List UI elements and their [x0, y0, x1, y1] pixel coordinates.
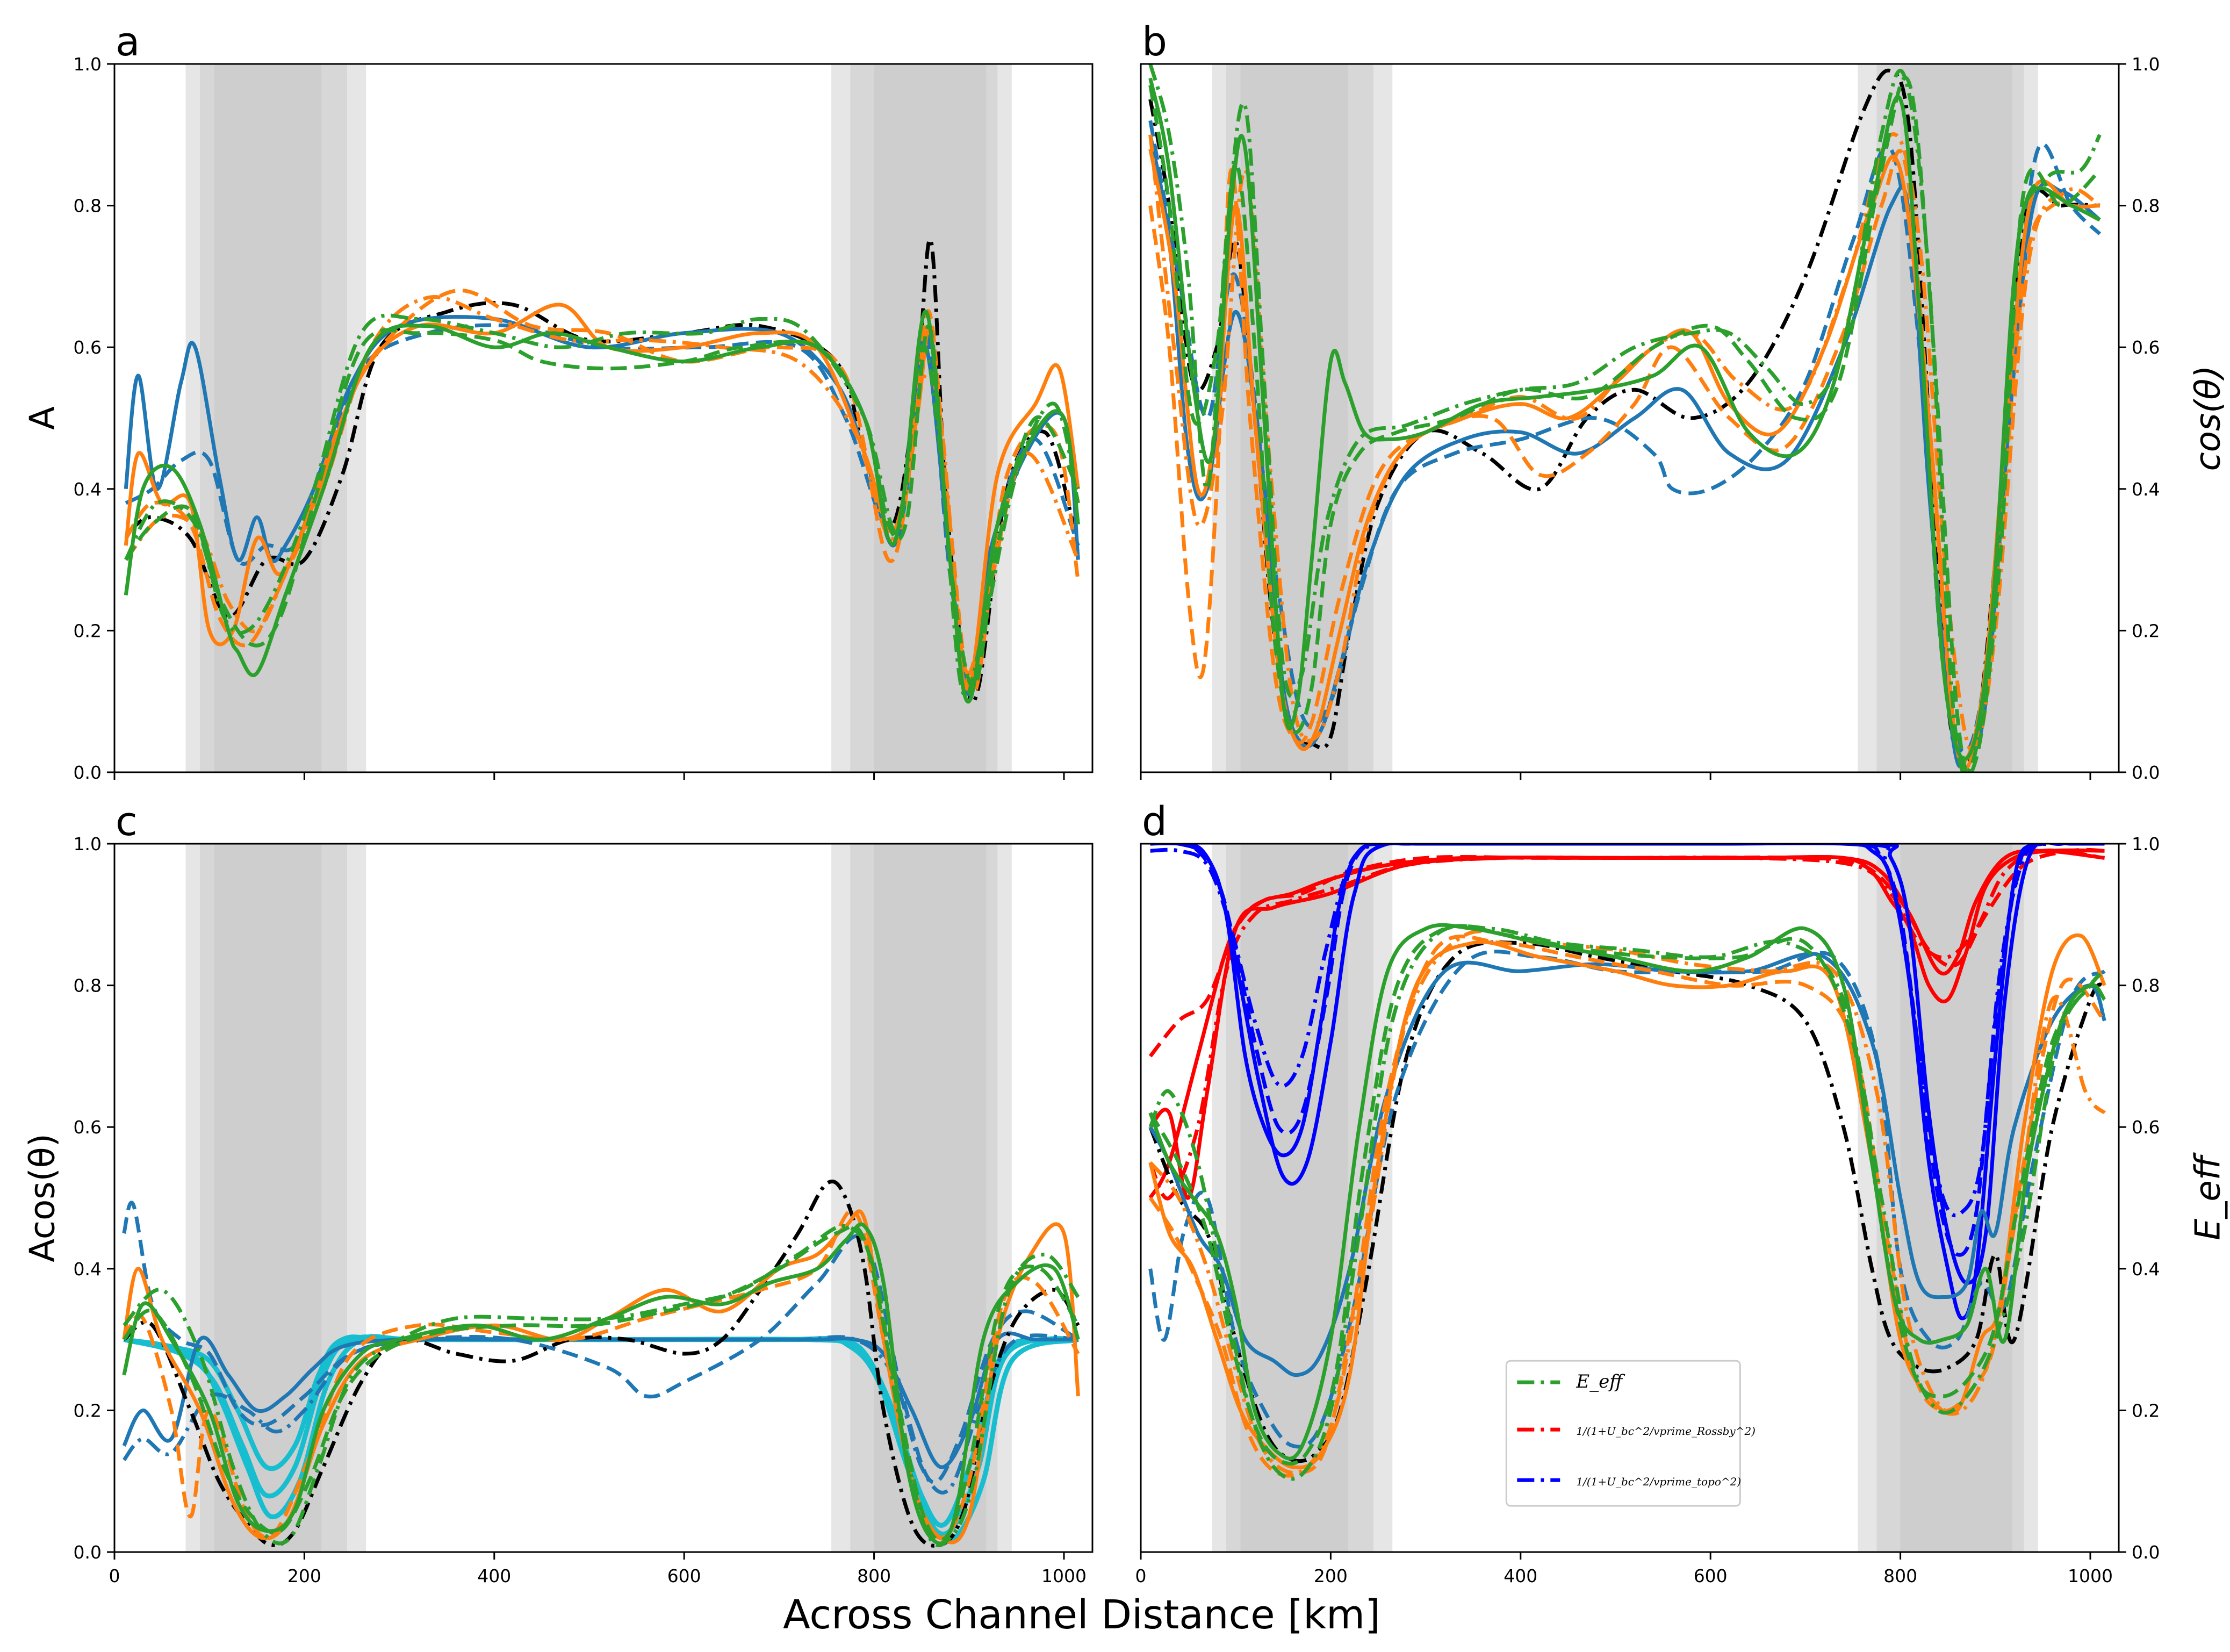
y-tick-label: 0.2 [2132, 1400, 2160, 1421]
x-tick-label: 400 [477, 1565, 511, 1586]
series-line-green-1 [1148, 923, 2106, 1461]
panel-c: 0.0 0.2 0.4 0.6 0.8 1.0 0 200 400 600 800 1000 c Ac… [23, 799, 1094, 1586]
y-tick-label: 0.0 [74, 1542, 102, 1563]
y-tick-label: 0.4 [74, 1259, 102, 1280]
shaded-region [214, 64, 322, 772]
series-line-green-2 [1148, 76, 2102, 772]
x-tick-label: 800 [857, 1565, 891, 1586]
x-tick-label: 200 [287, 1565, 321, 1586]
panel-c-frame [113, 843, 1094, 1553]
y-tick-label: 0.4 [2132, 1259, 2160, 1280]
panel-b-frame [1140, 63, 2120, 773]
y-tick-label: 0.4 [74, 479, 102, 500]
series-line-green-1 [1148, 77, 2101, 761]
series-line-blue-3 [122, 1333, 1078, 1495]
series-line-green-3 [123, 1224, 1080, 1548]
x-axis-label: Across Channel Distance [km] [783, 1592, 1380, 1638]
series-line-green-3 [124, 313, 1080, 698]
series-line-pureblue-3 [1150, 844, 2105, 1218]
series-line-black [1148, 940, 2106, 1463]
legend-box [1505, 1360, 1741, 1507]
y-tick-label: 0.2 [74, 1400, 102, 1421]
y-tick-label: 0.6 [74, 1117, 102, 1138]
y-tick-label: 0.6 [74, 337, 102, 358]
x-tick-label: 600 [667, 1565, 701, 1586]
y-tick-label: 0.0 [2132, 762, 2160, 783]
panel-c-ylabel: Acos(θ) [23, 1133, 63, 1262]
x-tick-label: 0 [109, 1565, 120, 1586]
y-tick-label: 1.0 [2132, 834, 2160, 854]
shaded-region [874, 64, 987, 772]
y-tick-label: 0.2 [74, 620, 102, 641]
series-line-pureblue-1 [1150, 844, 2105, 1320]
series-line-orange-3 [124, 295, 1080, 676]
legend-label: 1/(1+U_bc^2/vprime_Rossby^2) [1576, 1425, 1756, 1438]
legend: E_eff 1/(1+U_bc^2/vprime_Rossby^2) 1/(1+U_… [1505, 1360, 1756, 1507]
panel-a-ylabel: A [23, 406, 63, 430]
x-tick-label: 0 [1135, 1565, 1147, 1586]
series-line-orange-2 [1148, 935, 2106, 1478]
panel-a-frame [113, 63, 1094, 773]
y-tick-label: 1.0 [74, 834, 102, 854]
shaded-region [200, 64, 347, 772]
x-tick-label: 200 [1314, 1565, 1348, 1586]
series-line-blue-2 [122, 1201, 1080, 1484]
panel-b-label: b [1142, 19, 1167, 65]
y-tick-label: 0.4 [2132, 479, 2160, 500]
x-tick-label: 800 [1883, 1565, 1917, 1586]
y-tick-label: 0.8 [74, 975, 102, 996]
series-line-orange-3 [1148, 132, 2101, 753]
series-line-green-2 [1148, 924, 2106, 1466]
x-tick-label: 600 [1694, 1565, 1728, 1586]
y-tick-label: 0.0 [2132, 1542, 2160, 1563]
series-line-blue-1 [122, 1331, 1078, 1469]
shaded-region [850, 64, 998, 772]
panel-b: 0.0 0.2 0.4 0.6 0.8 1.0 b cos(θ) [1140, 19, 2228, 783]
panel-a: 0.0 0.2 0.4 0.6 0.8 1.0 a A [23, 19, 1094, 783]
y-tick-label: 0.2 [2132, 620, 2160, 641]
x-tick-label: 1000 [2068, 1565, 2113, 1586]
series-line-green-3 [1148, 64, 2102, 772]
panel-d-label: d [1142, 799, 1167, 845]
panel-d: 0.0 0.2 0.4 0.6 0.8 1.0 0 200 400 600 800 1000 d E_… [1135, 799, 2228, 1586]
panel-d-ylabel: E_eff [2189, 1152, 2228, 1240]
y-tick-label: 0.6 [2132, 1117, 2160, 1138]
y-tick-label: 0.8 [2132, 196, 2160, 217]
legend-label: 1/(1+U_bc^2/vprime_topo^2) [1576, 1475, 1741, 1488]
series-line-black [123, 1179, 1080, 1548]
shaded-region [214, 844, 322, 1552]
panel-c-label: c [116, 799, 138, 845]
x-tick-label: 1000 [1041, 1565, 1087, 1586]
series-line-green-2 [124, 324, 1080, 689]
x-tick-label: 400 [1504, 1565, 1537, 1586]
series-line-orange-2 [122, 1209, 1080, 1540]
y-tick-label: 0.6 [2132, 337, 2160, 358]
series-line-red-4 [1149, 849, 2105, 1200]
y-tick-label: 1.0 [2132, 54, 2160, 75]
panel-a-label: a [116, 19, 140, 65]
series-line-green-3 [1148, 924, 2106, 1481]
panel-d-frame [1140, 843, 2120, 1553]
y-tick-label: 0.0 [74, 762, 102, 783]
legend-label: E_eff [1576, 1371, 1625, 1392]
series-line-pureblue-4 [1150, 844, 2105, 1285]
y-tick-label: 1.0 [74, 54, 102, 75]
y-tick-label: 0.8 [74, 196, 102, 217]
y-tick-label: 0.8 [2132, 975, 2160, 996]
panel-b-ylabel: cos(θ) [2189, 365, 2228, 471]
shaded-region [1900, 64, 2013, 772]
